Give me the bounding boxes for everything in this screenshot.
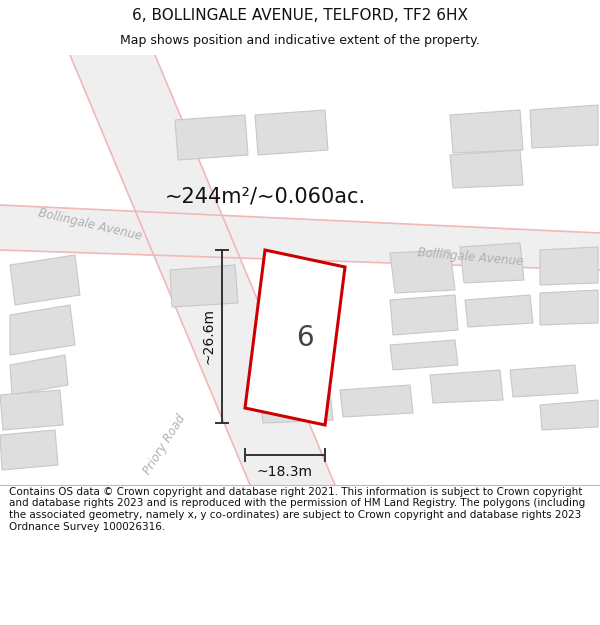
Polygon shape xyxy=(390,250,455,293)
Polygon shape xyxy=(70,55,335,485)
Polygon shape xyxy=(0,430,58,470)
Text: Map shows position and indicative extent of the property.: Map shows position and indicative extent… xyxy=(120,34,480,48)
Polygon shape xyxy=(450,110,523,153)
Polygon shape xyxy=(540,247,598,285)
Polygon shape xyxy=(10,355,68,395)
Polygon shape xyxy=(260,390,333,423)
Text: Bollingale Avenue: Bollingale Avenue xyxy=(37,207,143,243)
Polygon shape xyxy=(0,390,63,430)
Polygon shape xyxy=(340,385,413,417)
Polygon shape xyxy=(390,295,458,335)
Polygon shape xyxy=(530,105,598,148)
Polygon shape xyxy=(510,365,578,397)
Text: 6, BOLLINGALE AVENUE, TELFORD, TF2 6HX: 6, BOLLINGALE AVENUE, TELFORD, TF2 6HX xyxy=(132,8,468,22)
Text: Contains OS data © Crown copyright and database right 2021. This information is : Contains OS data © Crown copyright and d… xyxy=(9,487,585,532)
Text: ~244m²/~0.060ac.: ~244m²/~0.060ac. xyxy=(164,187,365,207)
Polygon shape xyxy=(465,295,533,327)
Polygon shape xyxy=(170,265,238,307)
Polygon shape xyxy=(245,250,345,425)
Polygon shape xyxy=(540,400,598,430)
Polygon shape xyxy=(0,205,600,270)
Text: ~18.3m: ~18.3m xyxy=(257,465,313,479)
Text: ~26.6m: ~26.6m xyxy=(201,309,215,364)
Polygon shape xyxy=(10,305,75,355)
Polygon shape xyxy=(390,340,458,370)
Polygon shape xyxy=(540,290,598,325)
Polygon shape xyxy=(430,370,503,403)
Polygon shape xyxy=(175,115,248,160)
Polygon shape xyxy=(450,150,523,188)
Text: Bollingale Avenue: Bollingale Avenue xyxy=(416,246,523,268)
Polygon shape xyxy=(460,243,524,283)
Text: Priory Road: Priory Road xyxy=(142,412,188,478)
Polygon shape xyxy=(255,110,328,155)
Polygon shape xyxy=(10,255,80,305)
Text: 6: 6 xyxy=(296,324,314,351)
